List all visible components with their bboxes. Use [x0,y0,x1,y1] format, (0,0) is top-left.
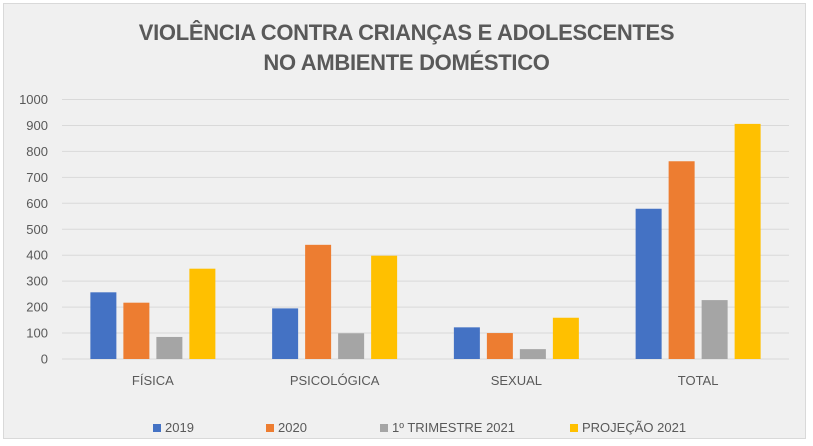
legend-label: PROJEÇÃO 2021 [582,420,687,435]
x-category-label: FÍSICA [132,373,174,388]
bar-2019-total [635,208,662,359]
legend-swatch [380,423,388,432]
bars [90,123,761,359]
gridlines [62,99,789,360]
y-tick-label: 300 [26,274,48,289]
y-tick-label: 900 [26,118,48,133]
y-tick-label: 800 [26,144,48,159]
y-tick-label: 200 [26,300,48,315]
bar-2019-psicológica [272,308,299,359]
legend-label: 2019 [165,420,194,435]
legend: 2019 2020 1º TRIMESTRE 2021 PROJEÇÃO 2021 [0,420,813,438]
bar-2019-física [90,292,117,359]
chart-title-line-1: VIOLÊNCIA CONTRA CRIANÇAS E ADOLESCENTES [138,20,675,45]
chart-title: VIOLÊNCIA CONTRA CRIANÇAS E ADOLESCENTES… [0,18,813,78]
x-axis-categories: FÍSICA PSICOLÓGICA SEXUAL TOTAL [132,373,719,388]
x-category-label: PSICOLÓGICA [290,373,380,388]
y-tick-label: 0 [41,352,48,367]
bar-1-trimestre-2021-sexual [519,349,546,359]
y-tick-label: 600 [26,196,48,211]
x-category-label: TOTAL [678,373,719,388]
chart-title-line-2: NO AMBIENTE DOMÉSTICO [263,50,550,75]
y-tick-label: 700 [26,170,48,185]
bar-proje-o-2021-física [189,268,216,359]
legend-label: 1º TRIMESTRE 2021 [392,420,515,435]
legend-swatch [153,423,161,432]
legend-item: 2020 [266,420,307,435]
bar-1-trimestre-2021-psicológica [338,333,365,359]
legend-item: 1º TRIMESTRE 2021 [380,420,515,435]
y-tick-label: 100 [26,326,48,341]
y-axis-ticks: 0 100 200 300 400 500 600 700 800 900 1000 [19,92,48,367]
bar-1-trimestre-2021-física [156,336,183,359]
legend-label: 2020 [278,420,307,435]
bar-2020-sexual [486,333,513,359]
bar-2020-total [668,161,695,359]
bar-2019-sexual [453,327,480,359]
bar-2020-psicológica [305,244,332,359]
legend-swatch [570,423,578,432]
legend-item: 2019 [153,420,194,435]
y-tick-label: 500 [26,222,48,237]
bar-1-trimestre-2021-total [701,300,728,359]
x-category-label: SEXUAL [491,373,542,388]
bar-proje-o-2021-total [734,123,761,359]
y-tick-label: 400 [26,248,48,263]
bar-proje-o-2021-sexual [552,317,579,359]
legend-swatch [266,423,274,432]
y-tick-label: 1000 [19,92,48,107]
bar-proje-o-2021-psicológica [371,255,398,359]
legend-item: PROJEÇÃO 2021 [570,420,686,435]
bar-2020-física [123,302,150,359]
